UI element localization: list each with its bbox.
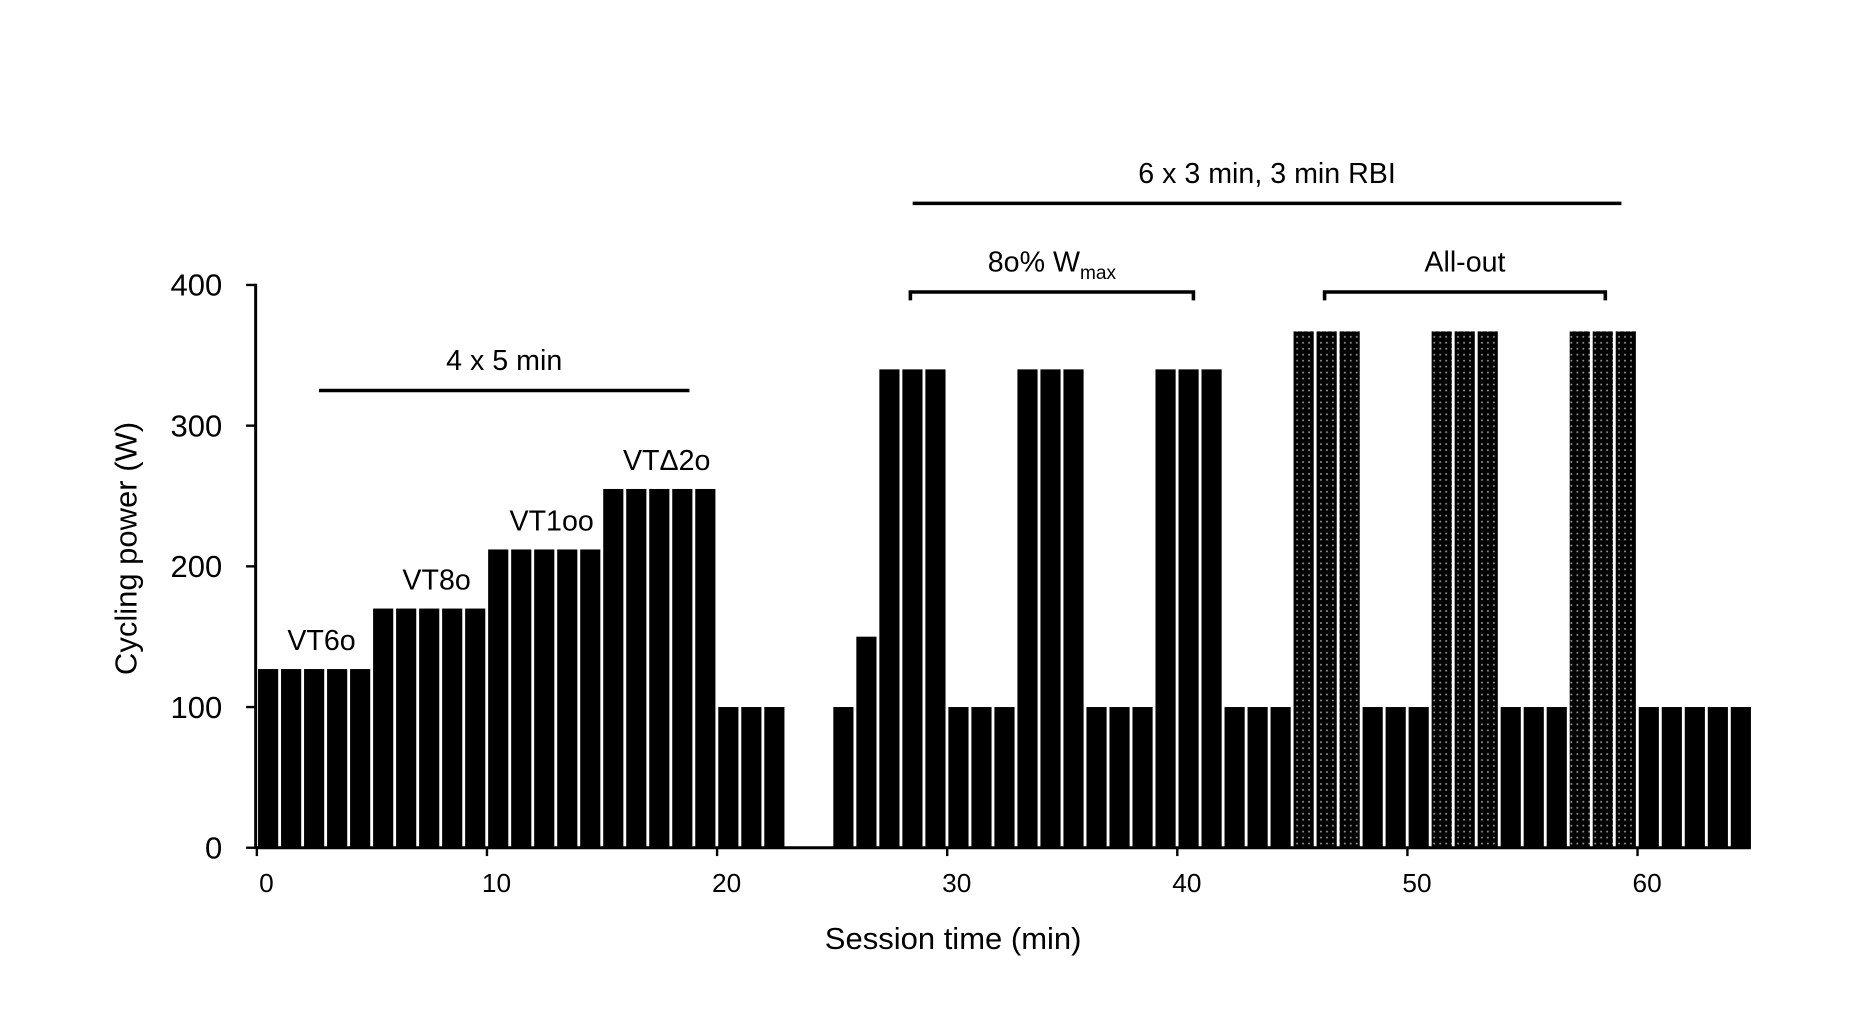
- bar: [1201, 369, 1222, 848]
- bar: [948, 707, 969, 848]
- bar: [1040, 369, 1061, 848]
- stage-label: VT6o: [287, 625, 355, 657]
- bar-all-out: [1316, 331, 1337, 848]
- x-tick-label: 50: [1402, 868, 1431, 898]
- y-tick-label: 100: [171, 690, 223, 725]
- bar: [1178, 369, 1199, 848]
- x-tick-label: 60: [1632, 868, 1661, 898]
- bar: [879, 369, 900, 848]
- stage-label: VT1oo: [509, 505, 593, 537]
- bar: [1017, 369, 1038, 848]
- span-label-text: 6 x 3 min, 3 min RBI: [1138, 158, 1396, 190]
- bar: [373, 608, 394, 848]
- bar: [350, 669, 371, 848]
- bar: [833, 707, 854, 848]
- stage-label: VT8o: [402, 564, 470, 596]
- bar: [1224, 707, 1245, 848]
- bar: [994, 707, 1015, 848]
- bar: [672, 488, 693, 848]
- bar: [1684, 707, 1705, 848]
- x-tick-label: 30: [942, 868, 971, 898]
- span-label-text: All-out: [1424, 247, 1505, 279]
- bar: [1270, 707, 1291, 848]
- bar: [925, 369, 946, 848]
- bar: [1523, 707, 1544, 848]
- bar: [1546, 707, 1567, 848]
- span-label-subscript: max: [1080, 263, 1116, 284]
- x-tick-label: 40: [1172, 868, 1201, 898]
- bar: [971, 707, 992, 848]
- bar: [626, 488, 647, 848]
- bar: [1247, 707, 1268, 848]
- y-axis-label: Cycling power (W): [108, 422, 143, 675]
- bar: [718, 707, 739, 848]
- bar: [1707, 707, 1728, 848]
- span-label: 8o% Wmax: [988, 247, 1117, 284]
- bars-group: [258, 331, 1751, 848]
- x-axis-label: Session time (min): [825, 921, 1082, 956]
- bar: [511, 549, 532, 848]
- bar: [764, 707, 785, 848]
- bar: [1638, 707, 1659, 848]
- bar: [1661, 707, 1682, 848]
- bar: [396, 608, 417, 848]
- bar: [304, 669, 325, 848]
- x-tick-label: 10: [482, 868, 511, 898]
- bar: [258, 669, 279, 848]
- x-tick-label: 0: [259, 868, 274, 898]
- bar: [488, 549, 509, 848]
- bar-all-out: [1293, 331, 1314, 848]
- bar: [465, 608, 486, 848]
- y-tick-label: 0: [205, 830, 222, 865]
- bar: [649, 488, 670, 848]
- bar: [281, 669, 302, 848]
- bar: [603, 488, 624, 848]
- bar: [1362, 707, 1383, 848]
- bar: [1086, 707, 1107, 848]
- span-label: 6 x 3 min, 3 min RBI: [1138, 158, 1396, 190]
- bar-all-out: [1339, 331, 1360, 848]
- bar: [327, 669, 348, 848]
- bar: [695, 488, 716, 848]
- y-tick-label: 200: [171, 549, 223, 584]
- span-label: All-out: [1424, 247, 1505, 279]
- bar: [1132, 707, 1153, 848]
- span-label: 4 x 5 min: [446, 345, 562, 377]
- bar: [534, 549, 555, 848]
- bar-all-out: [1431, 331, 1452, 848]
- span-label-text: 8o% W: [988, 247, 1080, 279]
- bar: [741, 707, 762, 848]
- bar-all-out: [1454, 331, 1475, 848]
- y-tick-label: 400: [171, 268, 223, 303]
- bar: [442, 608, 463, 848]
- bar: [1730, 707, 1751, 848]
- span-bracket: [1322, 290, 1608, 301]
- bar-all-out: [1615, 331, 1636, 848]
- bar: [557, 549, 578, 848]
- bar: [1155, 369, 1176, 848]
- span-bracket: [908, 290, 1196, 301]
- x-tick-label: 20: [712, 868, 741, 898]
- bar-all-out: [1569, 331, 1590, 848]
- stage-label: VTΔ2o: [623, 445, 711, 477]
- bar: [856, 636, 877, 848]
- bar-all-out: [1592, 331, 1613, 848]
- bar: [1385, 707, 1406, 848]
- bar-all-out: [1477, 331, 1498, 848]
- bar: [580, 549, 601, 848]
- bar: [1063, 369, 1084, 848]
- bar: [1500, 707, 1521, 848]
- bar: [1408, 707, 1429, 848]
- bar: [1109, 707, 1130, 848]
- span-label-text: 4 x 5 min: [446, 345, 562, 377]
- bar: [419, 608, 440, 848]
- bar: [902, 369, 923, 848]
- y-tick-label: 300: [171, 408, 223, 443]
